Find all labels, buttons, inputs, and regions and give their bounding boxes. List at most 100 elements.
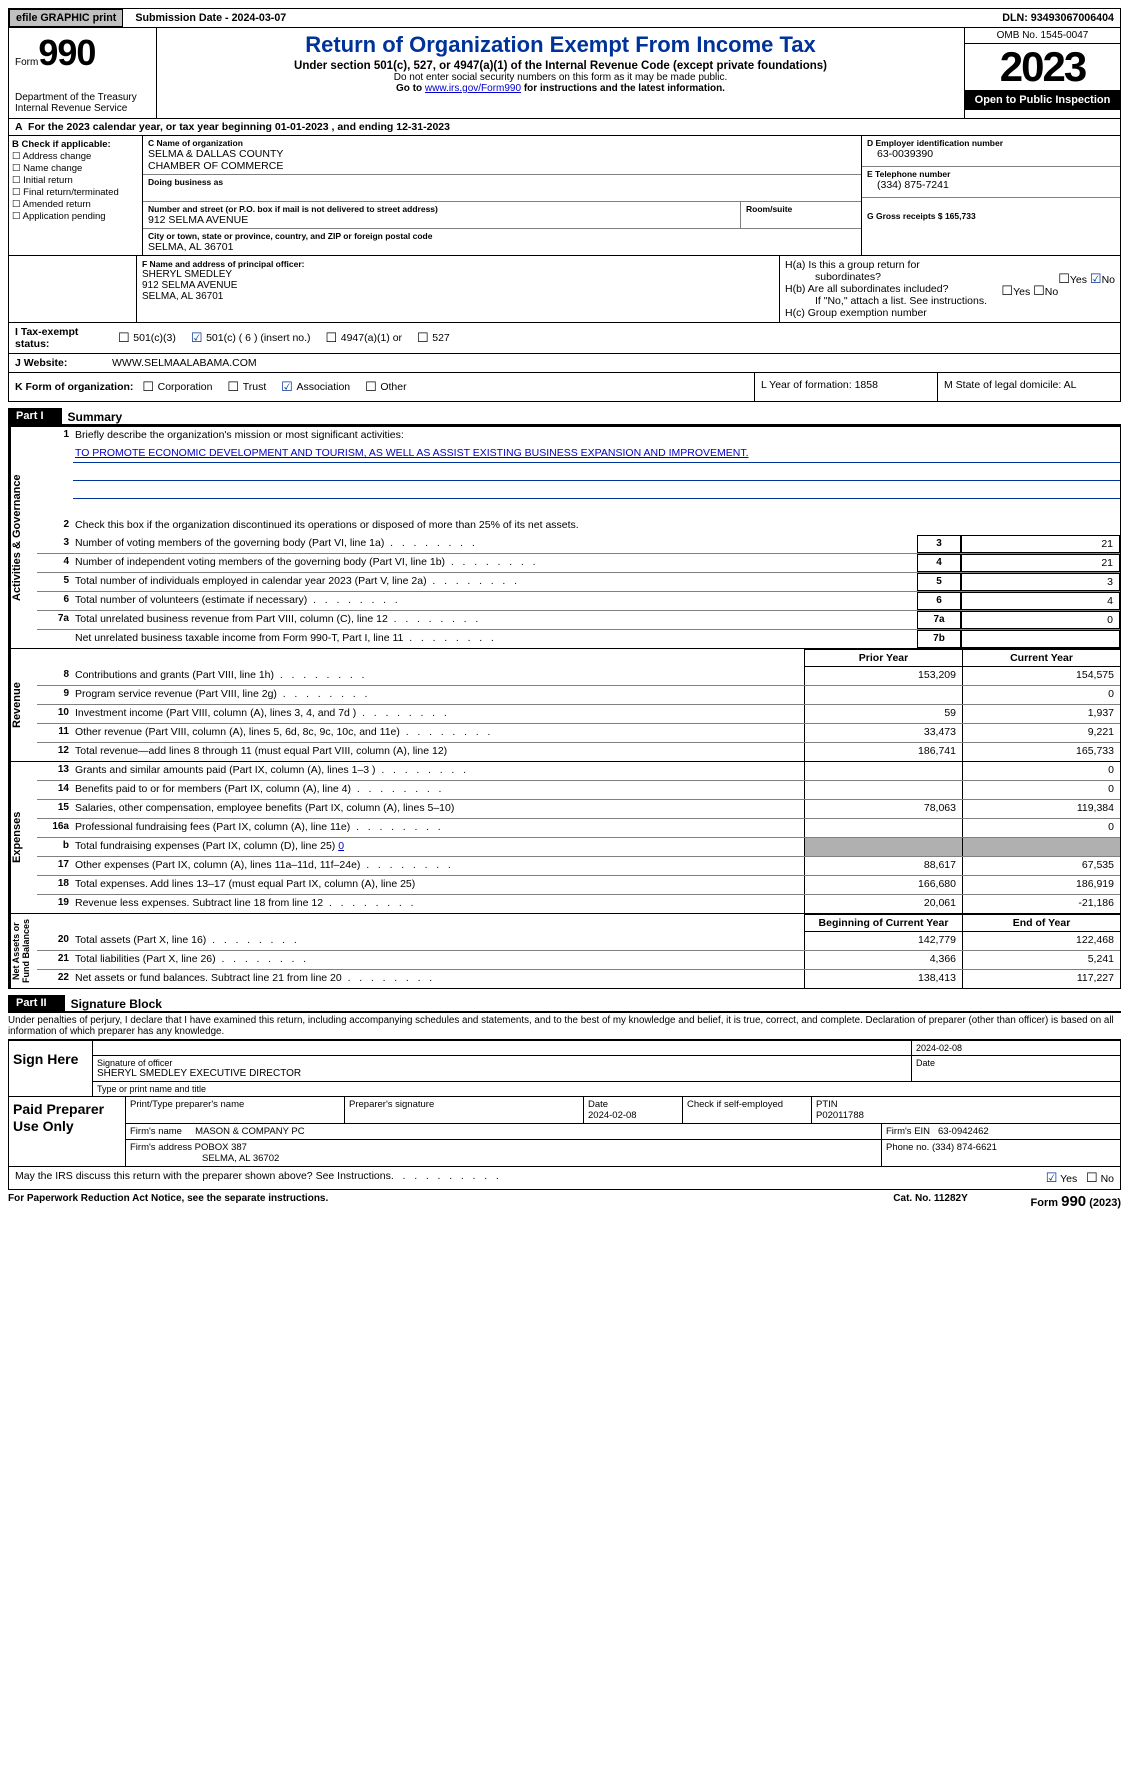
p16a <box>804 819 963 837</box>
street-row: Number and street (or P.O. box if mail i… <box>143 202 861 229</box>
form-header: Form990 Department of the Treasury Inter… <box>8 28 1121 119</box>
form-end: Form 990 (2023) <box>1031 1193 1121 1210</box>
mission-statement: TO PROMOTE ECONOMIC DEVELOPMENT AND TOUR… <box>73 445 1120 463</box>
p21: 4,366 <box>804 951 963 969</box>
box-m: M State of legal domicile: AL <box>938 373 1120 401</box>
footer: For Paperwork Reduction Act Notice, see … <box>8 1190 1121 1213</box>
k-l-m-row: K Form of organization: Corporation Trus… <box>8 373 1121 402</box>
chk-501c[interactable]: 501(c) ( 6 ) (insert no.) <box>191 330 311 346</box>
c12: 165,733 <box>963 743 1120 761</box>
officer-addr: 912 SELMA AVENUE <box>142 280 774 291</box>
phone-value: (334) 875-7241 <box>867 179 1115 191</box>
chk-name-change[interactable]: Name change <box>12 163 139 174</box>
box-f: F Name and address of principal officer:… <box>137 256 780 322</box>
box-b: B Check if applicable: Address change Na… <box>9 136 143 255</box>
org-address: 912 SELMA AVENUE <box>148 214 735 226</box>
chk-amended-return[interactable]: Amended return <box>12 199 139 210</box>
firm-name: MASON & COMPANY PC <box>195 1126 304 1137</box>
dln: DLN: 93493067006404 <box>996 10 1120 26</box>
c18: 186,919 <box>963 876 1120 894</box>
chk-corp[interactable]: Corporation <box>142 379 212 395</box>
gross-receipts: G Gross receipts $ 165,733 <box>862 198 1120 228</box>
vlabel-netassets: Net Assets or Fund Balances <box>9 914 37 988</box>
efile-button[interactable]: efile GRAPHIC print <box>9 9 123 27</box>
firm-city: SELMA, AL 36702 <box>130 1153 279 1164</box>
form-subtitle: Under section 501(c), 527, or 4947(a)(1)… <box>167 60 954 72</box>
part2-header: Part II Signature Block <box>8 989 1121 1013</box>
chk-4947[interactable]: 4947(a)(1) or <box>325 330 402 346</box>
p22: 138,413 <box>804 970 963 988</box>
city-cell: City or town, state or province, country… <box>143 229 861 255</box>
org-name: SELMA & DALLAS COUNTY CHAMBER OF COMMERC… <box>148 148 856 172</box>
box-h: H(a) Is this a group return for subordin… <box>780 256 1120 322</box>
title-block: Return of Organization Exempt From Incom… <box>157 28 964 118</box>
firm-addr: POBOX 387 <box>195 1142 247 1153</box>
sig-date: 2024-02-08 <box>912 1041 1120 1055</box>
ha-no[interactable] <box>1090 274 1102 286</box>
firm-ein: 63-0942462 <box>938 1126 989 1137</box>
sign-here-block: Sign Here 2024-02-08 Signature of office… <box>8 1039 1121 1097</box>
firm-phone: (334) 874-6621 <box>932 1142 997 1153</box>
c19: -21,186 <box>963 895 1120 913</box>
hb-yes[interactable] <box>1001 286 1013 298</box>
c16a: 0 <box>963 819 1120 837</box>
c13: 0 <box>963 762 1120 780</box>
dba-cell: Doing business as <box>143 175 861 202</box>
irs-link[interactable]: www.irs.gov/Form990 <box>425 83 521 94</box>
chk-501c3[interactable]: 501(c)(3) <box>118 330 176 346</box>
website-value: WWW.SELMAALABAMA.COM <box>106 354 1120 372</box>
paid-preparer-block: Paid Preparer Use Only Print/Type prepar… <box>8 1097 1121 1167</box>
prep-date: 2024-02-08 <box>588 1110 637 1121</box>
ha-yes[interactable] <box>1058 274 1070 286</box>
activities-governance-section: Activities & Governance 1Briefly describ… <box>8 426 1121 649</box>
c10: 1,937 <box>963 705 1120 723</box>
chk-527[interactable]: 527 <box>417 330 450 346</box>
p20: 142,779 <box>804 932 963 950</box>
open-inspection: Open to Public Inspection <box>965 90 1120 110</box>
c8: 154,575 <box>963 667 1120 685</box>
c22: 117,227 <box>963 970 1120 988</box>
vlabel-revenue: Revenue <box>9 649 37 761</box>
p12: 186,741 <box>804 743 963 761</box>
form-title: Return of Organization Exempt From Incom… <box>167 32 954 58</box>
vlabel-expenses: Expenses <box>9 762 37 913</box>
tax-status-row: I Tax-exempt status: 501(c)(3) 501(c) ( … <box>8 323 1121 354</box>
discuss-yes[interactable] <box>1046 1173 1058 1185</box>
pra-notice: For Paperwork Reduction Act Notice, see … <box>8 1193 831 1210</box>
submission-date: Submission Date - 2024-03-07 <box>127 10 294 26</box>
chk-address-change[interactable]: Address change <box>12 151 139 162</box>
phone-cell: E Telephone number (334) 875-7241 <box>862 167 1120 198</box>
chk-final-return[interactable]: Final return/terminated <box>12 187 139 198</box>
c11: 9,221 <box>963 724 1120 742</box>
entity-box: B Check if applicable: Address change Na… <box>8 136 1121 256</box>
perjury-statement: Under penalties of perjury, I declare th… <box>8 1013 1121 1039</box>
p10: 59 <box>804 705 963 723</box>
chk-trust[interactable]: Trust <box>227 379 266 395</box>
ptin-value: P02011788 <box>816 1110 864 1121</box>
officer-signature: SHERYL SMEDLEY EXECUTIVE DIRECTOR <box>97 1068 907 1079</box>
line-a: A For the 2023 calendar year, or tax yea… <box>8 119 1121 136</box>
discuss-row: May the IRS discuss this return with the… <box>8 1167 1121 1190</box>
chk-initial-return[interactable]: Initial return <box>12 175 139 186</box>
p15: 78,063 <box>804 800 963 818</box>
hb-no[interactable] <box>1033 286 1045 298</box>
val-4: 21 <box>961 554 1120 572</box>
part1-header: Part I Summary <box>8 402 1121 426</box>
officer-name: SHERYL SMEDLEY <box>142 269 774 280</box>
p11: 33,473 <box>804 724 963 742</box>
website-row: J Website: WWW.SELMAALABAMA.COM <box>8 354 1121 373</box>
chk-assoc[interactable]: Association <box>281 379 350 395</box>
chk-application-pending[interactable]: Application pending <box>12 211 139 222</box>
p18: 166,680 <box>804 876 963 894</box>
room-suite-label: Room/suite <box>741 202 861 228</box>
val-7a: 0 <box>961 611 1120 629</box>
box-k: K Form of organization: Corporation Trus… <box>9 373 755 401</box>
chk-other[interactable]: Other <box>365 379 407 395</box>
val-5: 3 <box>961 573 1120 591</box>
revenue-section: Revenue Prior YearCurrent Year 8Contribu… <box>8 649 1121 762</box>
discuss-no[interactable] <box>1086 1173 1098 1185</box>
p9 <box>804 686 963 704</box>
expenses-section: Expenses 13Grants and similar amounts pa… <box>8 762 1121 914</box>
goto-note: Go to www.irs.gov/Form990 for instructio… <box>167 83 954 94</box>
box-l: L Year of formation: 1858 <box>755 373 938 401</box>
